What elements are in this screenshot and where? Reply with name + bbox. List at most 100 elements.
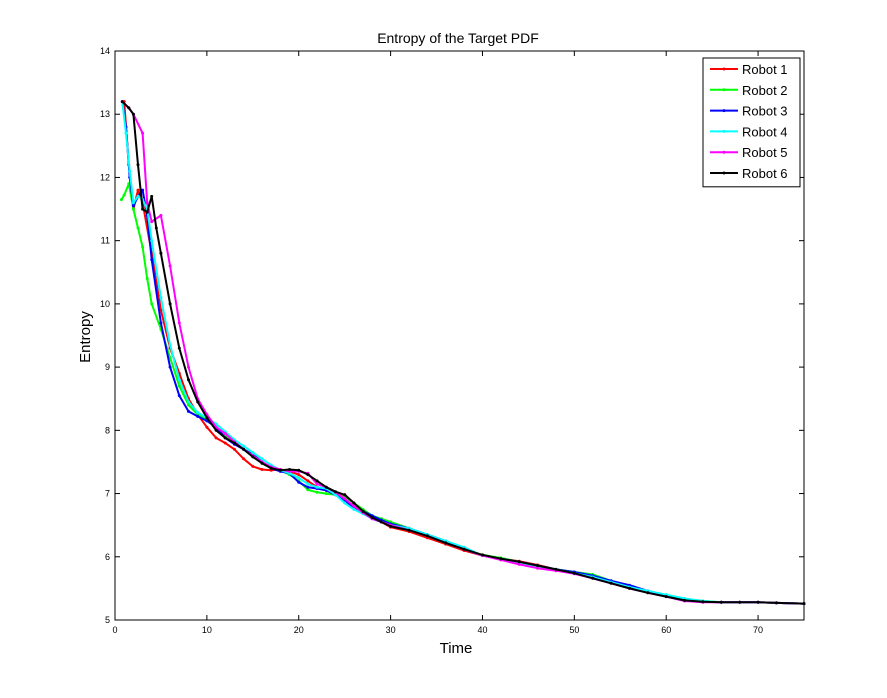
data-point	[223, 432, 227, 435]
data-point	[150, 239, 154, 243]
data-point	[315, 485, 319, 489]
y-tick-label: 14	[100, 46, 110, 56]
data-point	[260, 461, 264, 465]
data-point	[683, 598, 687, 602]
data-point	[389, 524, 393, 528]
data-point	[242, 447, 246, 451]
legend-item: Robot 1	[710, 62, 788, 77]
data-point	[141, 131, 145, 135]
legend-label: Robot 4	[742, 124, 788, 139]
data-point	[536, 564, 540, 568]
data-point	[177, 378, 181, 382]
data-point	[168, 356, 172, 360]
data-point	[278, 468, 282, 472]
data-point	[136, 226, 140, 230]
data-point	[536, 566, 540, 570]
data-point	[306, 488, 310, 492]
data-point	[444, 541, 448, 545]
data-point	[260, 468, 264, 471]
data-point	[297, 468, 301, 472]
legend-label: Robot 6	[742, 166, 788, 181]
data-point	[145, 277, 149, 281]
data-point	[168, 365, 172, 369]
data-point	[150, 194, 154, 198]
legend-marker	[722, 67, 726, 71]
legend-item: Robot 2	[710, 83, 788, 98]
data-point	[145, 210, 149, 214]
legend-item: Robot 3	[710, 104, 788, 119]
y-axis-title: Entropy	[77, 311, 94, 363]
legend-marker	[722, 88, 726, 92]
data-point	[343, 493, 347, 497]
data-point	[131, 204, 135, 208]
data-point	[150, 302, 154, 306]
axes-frame	[114, 50, 805, 621]
y-tick-label: 5	[105, 615, 110, 625]
legend-label: Robot 3	[742, 104, 788, 119]
data-point	[361, 509, 365, 513]
data-point	[131, 207, 135, 211]
data-point	[177, 321, 181, 325]
y-tick-label: 12	[100, 172, 110, 182]
data-point	[177, 384, 181, 388]
data-point	[122, 193, 126, 197]
data-point	[119, 198, 123, 202]
x-tick-label: 30	[386, 625, 396, 635]
data-point	[306, 473, 310, 477]
data-point	[251, 455, 255, 459]
data-point	[159, 251, 163, 255]
data-point	[187, 378, 190, 382]
data-point	[306, 482, 310, 486]
legend-marker	[722, 109, 726, 113]
y-tick-label: 10	[100, 299, 110, 309]
legend-marker	[722, 171, 726, 175]
data-point	[756, 600, 760, 604]
data-point	[124, 131, 128, 135]
data-point	[131, 201, 135, 205]
legend-marker	[722, 150, 726, 154]
legend-item: Robot 4	[710, 124, 788, 139]
data-point	[120, 100, 124, 104]
x-tick-label: 10	[202, 625, 212, 635]
data-point	[628, 586, 631, 590]
legend-label: Robot 2	[742, 83, 788, 98]
data-point	[297, 473, 301, 477]
x-axis-title: Time	[440, 640, 473, 657]
data-point	[288, 468, 291, 471]
data-point	[701, 600, 705, 604]
data-point	[352, 501, 356, 505]
data-point	[150, 258, 154, 262]
data-point	[242, 444, 246, 448]
data-point	[407, 528, 411, 532]
data-point	[425, 534, 429, 538]
data-point	[324, 492, 328, 496]
data-point	[719, 600, 723, 604]
data-point	[223, 436, 227, 440]
data-point	[315, 490, 319, 494]
data-point	[223, 441, 227, 445]
series-line	[121, 101, 805, 605]
data-point	[251, 451, 255, 454]
data-point	[499, 557, 503, 561]
data-point	[554, 567, 558, 571]
data-point	[646, 591, 650, 595]
data-point	[150, 220, 154, 224]
y-tick-label: 13	[100, 109, 110, 119]
data-point	[352, 504, 356, 508]
y-tick-label: 6	[105, 552, 110, 562]
y-tick-label: 11	[101, 236, 110, 246]
data-point	[136, 188, 140, 192]
legend-item: Robot 6	[710, 166, 788, 181]
x-tick-label: 20	[294, 625, 304, 635]
data-point	[609, 581, 613, 585]
legend-label: Robot 1	[742, 62, 788, 77]
data-point	[168, 302, 172, 306]
data-point	[315, 482, 319, 486]
data-point	[343, 497, 347, 501]
data-point	[315, 479, 319, 483]
x-tick-label: 60	[661, 625, 671, 635]
data-point	[343, 501, 347, 505]
data-point	[232, 447, 236, 451]
